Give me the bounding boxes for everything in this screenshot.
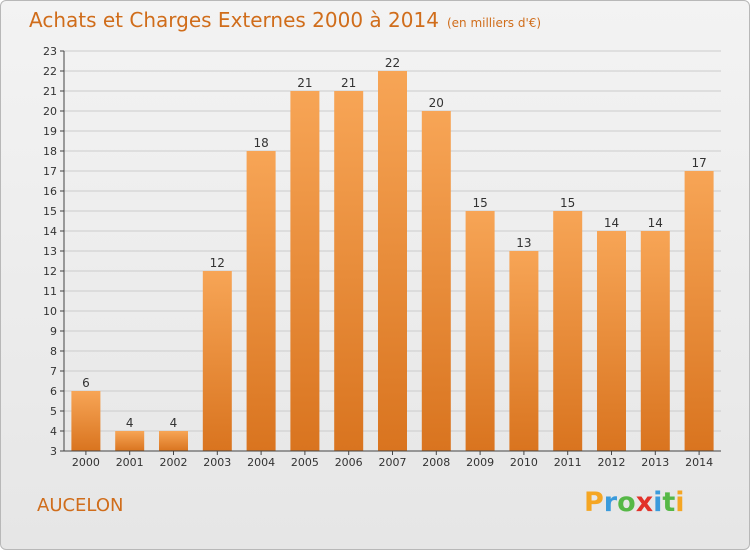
x-tick-label-2011: 2011 xyxy=(554,456,582,469)
data-label-2013: 14 xyxy=(648,216,663,230)
data-label-2014: 17 xyxy=(691,156,706,170)
bar-2010 xyxy=(509,251,539,451)
data-label-2009: 15 xyxy=(472,196,487,210)
x-tick-label-2013: 2013 xyxy=(641,456,669,469)
brand-letter: o xyxy=(617,487,636,518)
bar-2004 xyxy=(246,151,276,451)
data-label-2001: 4 xyxy=(126,416,134,430)
brand-letter: t xyxy=(662,487,676,518)
x-tick-label-2007: 2007 xyxy=(379,456,407,469)
y-tick-label: 15 xyxy=(43,205,57,218)
bar-2008 xyxy=(421,111,451,451)
bars xyxy=(71,71,714,451)
bar-2014 xyxy=(684,171,714,451)
x-tick-label-2009: 2009 xyxy=(466,456,494,469)
y-tick-label: 16 xyxy=(43,185,57,198)
data-label-2007: 22 xyxy=(385,56,400,70)
x-tick-label-2001: 2001 xyxy=(116,456,144,469)
bar-2007 xyxy=(378,71,407,451)
bar-2001 xyxy=(115,431,145,451)
brand-letter: x xyxy=(635,487,654,518)
x-tick-label-2003: 2003 xyxy=(203,456,231,469)
bar-2011 xyxy=(553,211,583,451)
chart-title: Achats et Charges Externes 2000 à 2014 (e… xyxy=(29,8,541,32)
x-tick-label-2005: 2005 xyxy=(291,456,319,469)
y-tick-label: 9 xyxy=(50,325,57,338)
data-label-2000: 6 xyxy=(82,376,90,390)
bar-2012 xyxy=(597,231,626,451)
chart-title-text: Achats et Charges Externes 2000 à 2014 xyxy=(29,8,439,32)
bar-2005 xyxy=(290,91,320,451)
bar-2000 xyxy=(71,391,101,451)
bar-2009 xyxy=(465,211,495,451)
x-tick-label-2002: 2002 xyxy=(160,456,188,469)
y-tick-label: 13 xyxy=(43,245,57,258)
brand-letter: r xyxy=(603,487,618,518)
bar-2013 xyxy=(640,231,670,451)
x-tick-label-2012: 2012 xyxy=(598,456,626,469)
data-label-2003: 12 xyxy=(210,256,225,270)
data-labels: 6 4 4 12 18 21 21 22 20 15 13 15 14 14 17 xyxy=(82,56,707,430)
x-tick-label-2014: 2014 xyxy=(685,456,713,469)
y-tick-label: 11 xyxy=(43,285,57,298)
data-label-2004: 18 xyxy=(253,136,268,150)
bar-2002 xyxy=(159,431,188,451)
x-tick-label-2008: 2008 xyxy=(422,456,450,469)
x-tick-label-2004: 2004 xyxy=(247,456,275,469)
y-tick-label: 19 xyxy=(43,125,57,138)
chart-subtitle: (en milliers d'€) xyxy=(446,16,542,30)
y-tick-label: 5 xyxy=(50,405,57,418)
y-tick-label: 12 xyxy=(43,265,57,278)
y-tick-label: 6 xyxy=(50,385,57,398)
y-tick-label: 20 xyxy=(43,105,57,118)
y-tick-label: 17 xyxy=(43,165,57,178)
brand-letter: i xyxy=(653,487,663,518)
brand-letter: P xyxy=(584,487,604,518)
axes: 3 4 5 6 7 8 9 10 11 12 13 14 15 16 17 18 19 20 21 22 23 2000 2… xyxy=(43,45,721,469)
y-tick-label: 14 xyxy=(43,225,57,238)
data-label-2006: 21 xyxy=(341,76,356,90)
y-tick-label: 3 xyxy=(50,445,57,458)
y-tick-label: 4 xyxy=(50,425,57,438)
data-label-2008: 20 xyxy=(429,96,444,110)
data-label-2012: 14 xyxy=(604,216,619,230)
bar-2006 xyxy=(334,91,364,451)
y-tick-label: 10 xyxy=(43,305,57,318)
data-label-2005: 21 xyxy=(297,76,312,90)
x-tick-label-2000: 2000 xyxy=(72,456,100,469)
data-label-2010: 13 xyxy=(516,236,531,250)
x-tick-label-2010: 2010 xyxy=(510,456,538,469)
commune-name: AUCELON xyxy=(37,495,124,516)
data-label-2011: 15 xyxy=(560,196,575,210)
data-label-2002: 4 xyxy=(170,416,178,430)
bar-2003 xyxy=(202,271,232,451)
brand-letter: i xyxy=(675,487,685,518)
y-tick-label: 21 xyxy=(43,85,57,98)
y-tick-label: 22 xyxy=(43,65,57,78)
y-tick-label: 8 xyxy=(50,345,57,358)
brand-logo: Proxiti xyxy=(584,487,685,518)
x-tick-label-2006: 2006 xyxy=(335,456,363,469)
y-tick-label: 18 xyxy=(43,145,57,158)
y-tick-label: 23 xyxy=(43,45,57,58)
y-tick-label: 7 xyxy=(50,365,57,378)
